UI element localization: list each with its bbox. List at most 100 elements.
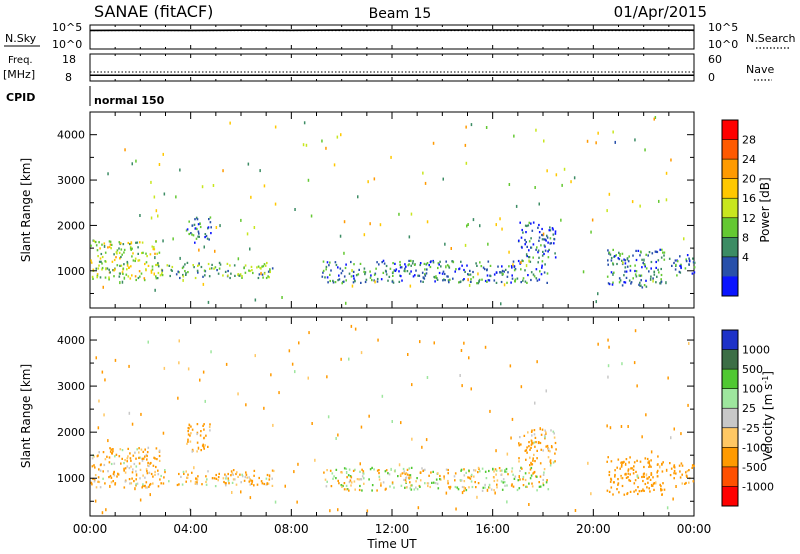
echo-cell xyxy=(610,259,613,262)
noise-cell xyxy=(337,433,339,437)
echo-cell xyxy=(634,269,636,273)
echo-cell xyxy=(178,472,180,476)
echo-cell xyxy=(402,467,405,471)
echo-cell xyxy=(239,473,241,476)
echo-cell xyxy=(537,261,539,264)
noise-cell xyxy=(260,271,262,275)
echo-cell xyxy=(240,481,242,484)
noise-cell xyxy=(606,424,608,428)
echo-cell xyxy=(439,260,441,263)
noise-cell xyxy=(197,446,200,450)
echo-cell xyxy=(422,276,425,279)
velocity-label-close: ] xyxy=(761,371,775,376)
echo-cell xyxy=(445,260,447,263)
noise-cell xyxy=(102,285,104,289)
echo-cell xyxy=(93,479,96,482)
echo-cell xyxy=(126,457,129,460)
echo-cell xyxy=(385,487,387,490)
echo-cell xyxy=(135,478,137,481)
noise-cell xyxy=(101,370,104,374)
noise-cell xyxy=(119,281,121,285)
noise-cell xyxy=(649,277,652,281)
echo-cell xyxy=(503,270,505,273)
echo-cell xyxy=(408,259,410,262)
echo-cell xyxy=(548,248,550,251)
echo-cell xyxy=(98,264,100,267)
echo-cell xyxy=(680,265,682,268)
echo-cell xyxy=(127,275,130,278)
echo-cell xyxy=(638,283,640,286)
echo-cell xyxy=(97,476,100,479)
echo-cell xyxy=(533,471,535,474)
noise-cell xyxy=(134,487,136,491)
noise-cell xyxy=(620,425,623,428)
noise-cell xyxy=(189,507,191,511)
echo-cell xyxy=(652,277,654,280)
noise-cell xyxy=(254,298,257,302)
noise-cell xyxy=(400,421,402,425)
echo-cell xyxy=(522,231,524,234)
velocity-ylabel: Slant Range [km] xyxy=(19,364,33,468)
echo-cell xyxy=(619,254,621,257)
noise-cell xyxy=(350,324,353,328)
echo-cell xyxy=(530,439,533,442)
echo-cell xyxy=(403,478,405,481)
echo-cell xyxy=(151,245,154,248)
echo-cell xyxy=(243,267,245,270)
echo-cell xyxy=(208,238,210,241)
noise-cell xyxy=(503,283,506,287)
echo-cell xyxy=(146,255,148,258)
echo-cell xyxy=(327,281,329,284)
echo-cell xyxy=(128,266,130,269)
echo-cell xyxy=(361,475,364,478)
noise-cell xyxy=(555,173,558,177)
echo-cell xyxy=(248,480,251,483)
echo-cell xyxy=(99,486,102,489)
echo-cell xyxy=(612,493,614,496)
echo-cell xyxy=(397,475,399,478)
noise-cell xyxy=(297,462,299,466)
echo-cell xyxy=(425,263,428,266)
echo-cell xyxy=(460,260,462,263)
echo-cell xyxy=(241,275,243,278)
noise-cell xyxy=(455,507,457,511)
echo-cell xyxy=(641,258,643,261)
echo-cell xyxy=(548,229,551,232)
echo-cell xyxy=(684,482,686,485)
noise-cell xyxy=(98,399,100,403)
noise-cell xyxy=(199,378,201,382)
echo-cell xyxy=(158,449,161,452)
echo-cell xyxy=(516,277,519,280)
noise-cell xyxy=(421,445,423,449)
noise-cell xyxy=(408,235,411,239)
echo-cell xyxy=(693,261,696,264)
echo-cell xyxy=(504,268,507,271)
time-axis-label: Time UT xyxy=(366,537,417,551)
noise-cell xyxy=(307,178,310,182)
echo-cell xyxy=(644,482,647,486)
noise-cell xyxy=(411,383,413,387)
echo-cell xyxy=(203,423,205,426)
echo-cell xyxy=(391,481,394,484)
echo-cell xyxy=(454,270,456,273)
echo-cell xyxy=(219,263,222,266)
echo-cell xyxy=(542,482,544,485)
echo-cell xyxy=(151,268,154,271)
echo-cell xyxy=(612,263,615,266)
echo-cell xyxy=(378,472,380,475)
echo-cell xyxy=(120,255,122,259)
echo-cell xyxy=(112,450,114,453)
echo-cell xyxy=(323,471,325,474)
noise-cell xyxy=(573,176,576,180)
echo-cell xyxy=(262,276,264,279)
echo-cell xyxy=(194,482,197,485)
echo-cell xyxy=(436,278,439,281)
echo-cell xyxy=(113,275,115,278)
echo-cell xyxy=(112,480,114,483)
echo-cell xyxy=(244,476,247,479)
noise-cell xyxy=(520,385,523,389)
echo-cell xyxy=(401,472,404,475)
echo-cell xyxy=(487,279,490,282)
echo-cell xyxy=(373,273,376,276)
